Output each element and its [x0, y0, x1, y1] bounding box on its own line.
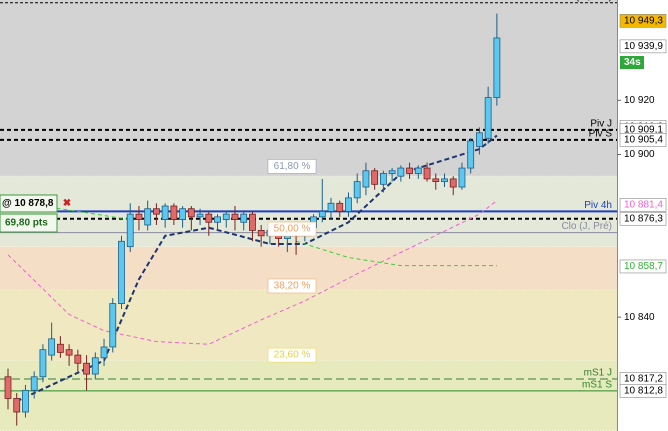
candle-body [39, 349, 47, 378]
price-label: 10 812,8 [624, 386, 663, 397]
candle-body [22, 389, 29, 413]
level-label: Piv S [589, 129, 613, 140]
candle-body [414, 167, 422, 174]
candle-body [170, 205, 178, 220]
fib-zone [0, 0, 617, 177]
candle-body [362, 170, 370, 188]
price-label-box [619, 259, 667, 274]
candle-body [423, 167, 431, 180]
candle-body [48, 338, 56, 356]
candle-body [345, 197, 352, 212]
candle-body [371, 170, 379, 185]
candle-body [249, 213, 256, 231]
price-label-box [619, 39, 667, 54]
candle-body [406, 167, 413, 174]
price-label-box [619, 14, 667, 28]
level-label: Piv 4h [584, 200, 612, 211]
price-label-box [619, 211, 667, 226]
fib-label: 50,00 % [274, 224, 311, 235]
candle-body [74, 354, 82, 364]
candle-body [257, 230, 265, 237]
moving-average [7, 200, 498, 345]
order-points: 69,80 pts [5, 218, 48, 229]
price-label-box [619, 133, 667, 147]
level-label: Piv J [590, 118, 612, 129]
fib-label-box [267, 159, 317, 174]
candle-body [118, 240, 125, 304]
moving-average [295, 240, 497, 267]
candle-body [353, 181, 361, 199]
candle-body [135, 213, 143, 220]
fib-label-box [267, 347, 317, 363]
candle-body [397, 167, 405, 177]
price-label: 10 858,7 [624, 261, 663, 272]
candle-body [126, 213, 134, 248]
level-label: Clo (J, Pré) [561, 221, 612, 232]
price-label-box [619, 384, 667, 398]
candle-body [336, 202, 344, 212]
candle-body [144, 208, 152, 226]
level-label: mS1 J [584, 368, 612, 379]
candle-body [318, 211, 326, 218]
order-close[interactable]: ✖ [63, 198, 71, 209]
candle-body [379, 173, 387, 185]
candle-body [56, 343, 64, 353]
candle-body [91, 357, 99, 375]
candle-body [214, 216, 221, 223]
candle-body [493, 37, 501, 98]
order-box [0, 194, 58, 213]
level-label: mS1 S [582, 380, 612, 391]
candle-body [161, 205, 169, 220]
y-tick-label: 10 840 [624, 312, 655, 323]
candle-body [205, 213, 213, 223]
candle-body [467, 140, 475, 169]
level-label: Clo (M, Pré) [558, 0, 612, 2]
candle-body [432, 178, 440, 183]
moving-average [16, 134, 498, 403]
timer-box [620, 56, 644, 69]
fib-label: 61,80 % [274, 161, 311, 172]
candle-body [441, 178, 448, 183]
candle-body [240, 213, 248, 223]
price-label: 10 909,1 [624, 124, 663, 135]
y-tick-label: 10 900 [624, 149, 655, 160]
fib-label: 23,60 % [274, 350, 311, 361]
y-tick-label: 10 920 [624, 95, 655, 106]
price-label-box [619, 198, 667, 212]
candle-body [388, 170, 396, 174]
candle-body [484, 97, 492, 139]
price-label: 10 939,9 [624, 41, 663, 52]
candle-body [4, 376, 12, 399]
fib-label-box [267, 221, 317, 237]
candle-body [327, 202, 335, 212]
candle-body [83, 362, 90, 375]
fib-label-box [267, 278, 317, 294]
candle-body [30, 376, 38, 391]
price-label: 10 881,4 [624, 200, 663, 211]
price-label: 10 876,3 [624, 213, 663, 224]
candle-body [231, 213, 239, 220]
price-label: 10 949,3 [624, 16, 663, 27]
fib-zone [0, 360, 617, 431]
candle-body [222, 213, 230, 220]
candle-body [179, 208, 187, 220]
candle-body [109, 303, 117, 348]
timer: 34s [624, 57, 641, 68]
candle-body [65, 349, 73, 356]
candle-body [187, 208, 195, 218]
candle-body [449, 178, 457, 188]
candle-body [196, 213, 204, 218]
price-label: 10 817,2 [624, 374, 663, 385]
points-box [0, 213, 58, 233]
candle-body [153, 208, 160, 215]
candle-body [100, 346, 108, 359]
candle-body [476, 132, 483, 147]
fib-label: 38,20 % [274, 281, 311, 292]
price-label: 10 905,4 [624, 135, 663, 146]
order-label: @ 10 878,8 [2, 198, 54, 209]
candle-body [458, 167, 466, 188]
candle-body [13, 398, 21, 413]
